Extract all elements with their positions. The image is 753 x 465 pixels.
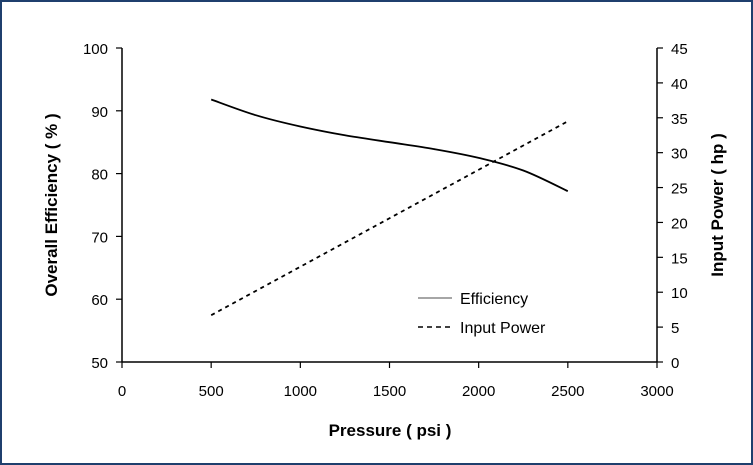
x-tick-label: 1000 — [284, 383, 317, 400]
x-tick-label: 3000 — [640, 383, 673, 400]
y-left-tick-label: 100 — [83, 41, 108, 58]
y-left-tick-label: 70 — [91, 229, 108, 246]
legend-label-input-power: Input Power — [460, 320, 546, 337]
y-right-tick-label: 15 — [671, 250, 688, 267]
y-right-axis-ticks: 0 5 10 15 20 25 30 35 40 45 — [657, 41, 688, 372]
legend: Efficiency Input Power — [418, 291, 546, 337]
y-left-tick-label: 60 — [91, 292, 108, 309]
y-right-tick-label: 5 — [671, 320, 679, 337]
x-tick-label: 2500 — [551, 383, 584, 400]
x-axis-title: Pressure ( psi ) — [329, 421, 452, 440]
series-line-efficiency — [210, 98, 569, 193]
series-line-input-power — [210, 120, 569, 316]
legend-label-efficiency: Efficiency — [460, 291, 528, 308]
series-layer — [210, 98, 569, 316]
x-tick-label: 500 — [199, 383, 224, 400]
y-right-tick-label: 45 — [671, 41, 688, 58]
y-left-tick-label: 50 — [91, 355, 108, 372]
y-right-tick-label: 0 — [671, 355, 679, 372]
y-right-tick-label: 35 — [671, 111, 688, 128]
x-tick-label: 1500 — [373, 383, 406, 400]
x-tick-label: 0 — [118, 383, 126, 400]
y-right-tick-label: 40 — [671, 76, 688, 93]
y-left-tick-label: 80 — [91, 167, 108, 184]
y-right-axis-title: Input Power ( hp ) — [708, 133, 727, 277]
y-right-tick-label: 25 — [671, 181, 688, 198]
y-right-tick-label: 10 — [671, 285, 688, 302]
y-left-axis-ticks: 50 60 70 80 90 100 — [83, 41, 122, 372]
x-axis-ticks: 0 500 1000 1500 2000 2500 3000 — [118, 362, 674, 400]
y-left-axis-title: Overall Efficiency ( % ) — [42, 113, 61, 296]
y-right-tick-label: 30 — [671, 146, 688, 163]
x-tick-label: 2000 — [462, 383, 495, 400]
y-left-tick-label: 90 — [91, 104, 108, 121]
y-right-tick-label: 20 — [671, 215, 688, 232]
